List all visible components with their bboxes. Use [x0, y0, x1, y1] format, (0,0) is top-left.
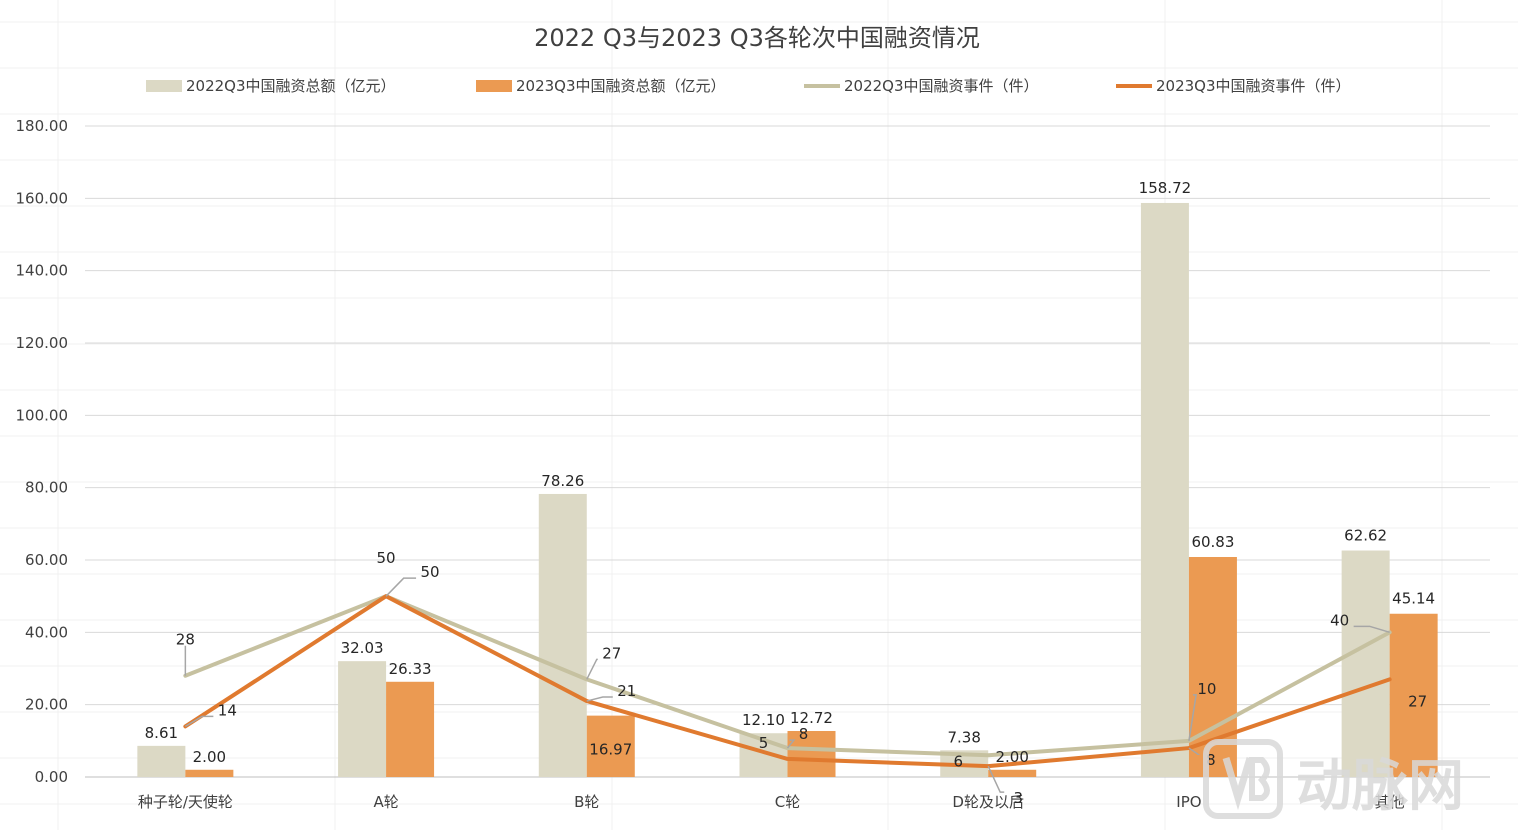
y-tick-label: 160.00	[16, 189, 69, 207]
line-data-label: 5	[759, 734, 769, 752]
gridlines	[85, 125, 1490, 778]
line-data-label: 28	[176, 631, 195, 649]
line-data-label: 27	[602, 644, 621, 662]
bar	[586, 715, 635, 777]
line-data-label: 40	[1330, 611, 1349, 629]
bar-data-label: 158.72	[1139, 179, 1192, 197]
bar	[386, 681, 435, 777]
bar-data-label: 8.61	[145, 724, 178, 742]
y-tick-label: 180.00	[16, 117, 69, 135]
y-tick-label: 60.00	[25, 551, 68, 569]
bar-data-label: 78.26	[541, 472, 584, 490]
bar-data-label: 2.00	[193, 748, 226, 766]
bar-data-label: 32.03	[341, 639, 384, 657]
leader-line	[586, 696, 613, 702]
bar	[787, 730, 836, 777]
bar-data-label: 45.14	[1392, 590, 1435, 608]
watermark: 动脉网	[1203, 739, 1464, 819]
x-axis: 种子轮/天使轮 A轮 B轮 C轮 D轮及以后 IPO 其他	[138, 793, 1405, 811]
bar-data-label: 62.62	[1344, 527, 1387, 545]
line-data-label: 27	[1408, 692, 1427, 710]
legend-swatch	[146, 80, 182, 92]
bars	[137, 202, 1438, 778]
bar	[538, 493, 587, 777]
x-tick-label: C轮	[775, 793, 800, 811]
bar	[988, 769, 1037, 777]
leader-line	[1188, 747, 1201, 755]
leader-line	[1353, 625, 1390, 634]
line-data-label: 14	[218, 701, 237, 719]
line-data-label: 50	[421, 563, 440, 581]
leader-line	[987, 765, 1005, 793]
leader-line	[385, 577, 417, 597]
bar-data-label: 16.97	[589, 741, 632, 759]
y-tick-label: 40.00	[25, 623, 68, 641]
bar	[1341, 550, 1390, 777]
bar	[137, 745, 186, 777]
y-tick-label: 20.00	[25, 696, 68, 714]
chart-title: 2022 Q3与2023 Q3各轮次中国融资情况	[534, 24, 980, 52]
y-tick-label: 140.00	[16, 262, 69, 280]
line-data-label: 3	[1013, 789, 1023, 807]
line-data-label: 50	[377, 549, 396, 567]
leader-line	[184, 715, 214, 728]
x-tick-label: 种子轮/天使轮	[138, 793, 233, 811]
legend-label: 2023Q3中国融资事件（件）	[1156, 77, 1351, 95]
x-tick-label: 其他	[1375, 793, 1405, 811]
line-data-label: 10	[1197, 680, 1216, 698]
y-tick-label: 100.00	[16, 406, 69, 424]
bar	[1140, 202, 1189, 778]
bar	[185, 769, 234, 777]
line-data-label: 8	[1206, 751, 1216, 769]
legend-label: 2022Q3中国融资事件（件）	[844, 77, 1039, 95]
leader-line	[586, 658, 598, 680]
y-axis: 0.00 20.00 40.00 60.00 80.00 100.00 120.00 140.…	[16, 117, 69, 786]
bar	[1389, 613, 1438, 777]
legend: 2022Q3中国融资总额（亿元） 2023Q3中国融资总额（亿元） 2022Q3中国…	[146, 77, 1351, 95]
vb-logo-icon	[1203, 739, 1283, 819]
x-tick-label: A轮	[373, 793, 398, 811]
legend-swatch	[476, 80, 512, 92]
bar-data-label: 12.10	[742, 711, 785, 729]
bar-data-label: 7.38	[948, 728, 981, 746]
x-tick-label: B轮	[574, 793, 599, 811]
bar-data-label: 26.33	[389, 660, 432, 678]
bar-data-label: 2.00	[996, 748, 1029, 766]
legend-label: 2022Q3中国融资总额（亿元）	[186, 77, 396, 95]
legend-label: 2023Q3中国融资总额（亿元）	[516, 77, 726, 95]
bar-data-label: 12.72	[790, 709, 833, 727]
watermark-text: 动脉网	[1296, 754, 1464, 819]
x-tick-label: IPO	[1176, 793, 1201, 811]
line-data-label: 21	[617, 682, 636, 700]
y-tick-label: 120.00	[16, 334, 69, 352]
leader-line	[1188, 694, 1198, 741]
leader-line	[786, 739, 796, 749]
y-tick-label: 0.00	[35, 768, 68, 786]
bar-data-label: 60.83	[1191, 533, 1234, 551]
bar	[338, 661, 387, 777]
y-tick-label: 80.00	[25, 479, 68, 497]
line-data-label: 8	[799, 725, 809, 743]
line-data-label: 6	[953, 752, 963, 770]
x-tick-label: D轮及以后	[952, 793, 1024, 811]
data-labels: 8.61 32.03 78.26 12.10 7.38 158.72 62.62 2.00 26…	[145, 179, 1435, 807]
